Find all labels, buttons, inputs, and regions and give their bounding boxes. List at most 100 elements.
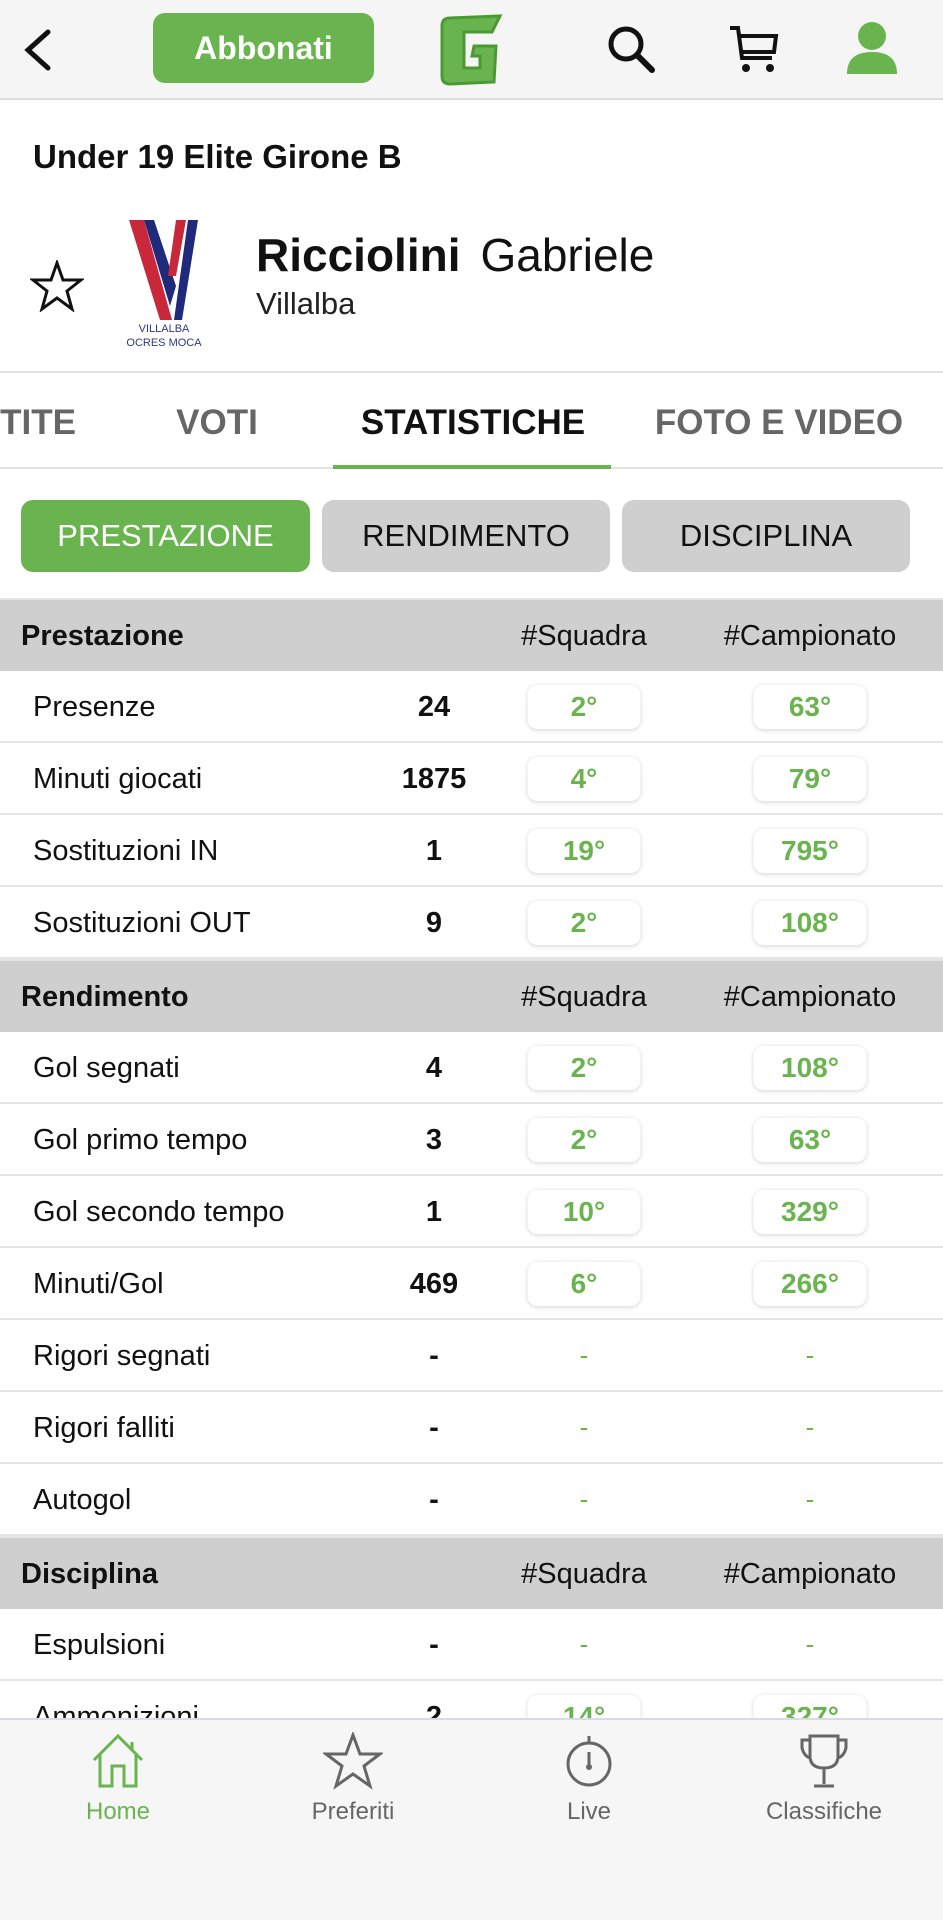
team-rank-badge: 6°	[527, 1262, 641, 1306]
app-logo[interactable]	[434, 12, 506, 88]
stat-row: Minuti giocati 1875 4° 79°	[0, 743, 943, 815]
nav-label: Home	[85, 1798, 151, 1825]
stat-row: Gol secondo tempo 1 10° 329°	[0, 1176, 943, 1248]
league-rank-badge: -	[805, 1484, 815, 1514]
stat-value: 24	[417, 691, 451, 723]
tab-foto-e-video[interactable]: FOTO E VIDEO	[654, 403, 904, 442]
league-rank-header: #Campionato	[723, 620, 897, 652]
segment-rendimento[interactable]: RENDIMENTO	[322, 500, 610, 572]
svg-text:VILLALBA: VILLALBA	[139, 323, 190, 335]
stat-label: Minuti giocati	[33, 763, 203, 795]
nav-label: Live	[566, 1798, 612, 1825]
league-rank-header: #Campionato	[723, 1558, 897, 1590]
stopwatch-icon	[566, 1736, 612, 1787]
team-rank-badge: 2°	[527, 1118, 641, 1162]
player-first-name: Gabriele	[480, 229, 655, 281]
league-rank-badge: 108°	[753, 901, 867, 945]
stat-row: Sostituzioni IN 1 19° 795°	[0, 815, 943, 887]
active-tab-indicator	[333, 465, 611, 469]
stat-value: -	[429, 1629, 439, 1661]
stat-row: Minuti/Gol 469 6° 266°	[0, 1248, 943, 1320]
section-header: Prestazione #Squadra #Campionato	[0, 598, 943, 671]
league-rank-badge: 795°	[753, 829, 867, 873]
nav-live[interactable]: Live	[489, 1732, 689, 1826]
trophy-icon	[800, 1734, 848, 1788]
tab-bar: TITE VOTI STATISTICHE FOTO E VIDEO	[0, 371, 943, 469]
team-rank-badge: -	[579, 1629, 589, 1659]
team-rank-badge: 2°	[527, 901, 641, 945]
stat-row: Gol segnati 4 2° 108°	[0, 1032, 943, 1104]
stat-label: Gol segnati	[33, 1052, 180, 1084]
section-title: Prestazione	[21, 620, 184, 652]
stats-table: Prestazione #Squadra #Campionato Presenze 24…	[0, 598, 943, 1753]
star-icon	[323, 1732, 383, 1790]
stat-row: Autogol - - -	[0, 1464, 943, 1536]
team-rank-header: #Squadra	[521, 620, 647, 652]
nav-label: Preferiti	[311, 1798, 395, 1825]
stat-value: -	[429, 1484, 439, 1516]
stat-label: Sostituzioni OUT	[33, 907, 251, 939]
favorite-star-icon[interactable]	[30, 260, 84, 312]
stat-row: Sostituzioni OUT 9 2° 108°	[0, 887, 943, 959]
tab-voti[interactable]: VOTI	[176, 403, 258, 442]
player-surname: Ricciolini	[256, 229, 461, 281]
back-arrow-icon[interactable]	[20, 28, 54, 72]
nav-label: Classifiche	[765, 1798, 883, 1825]
player-team: Villalba	[256, 286, 356, 321]
stat-row: Gol primo tempo 3 2° 63°	[0, 1104, 943, 1176]
league-rank-badge: 63°	[753, 685, 867, 729]
stat-label: Rigori segnati	[33, 1340, 211, 1372]
team-rank-badge: 2°	[527, 1046, 641, 1090]
tab-partite[interactable]: TITE	[0, 403, 76, 442]
segment-prestazione[interactable]: PRESTAZIONE	[21, 500, 310, 572]
team-rank-header: #Squadra	[521, 1558, 647, 1590]
team-rank-badge: 4°	[527, 757, 641, 801]
stat-value: 1	[425, 835, 443, 867]
league-rank-badge: 79°	[753, 757, 867, 801]
league-rank-badge: 266°	[753, 1262, 867, 1306]
league-rank-badge: -	[805, 1340, 815, 1370]
stat-row: Presenze 24 2° 63°	[0, 671, 943, 743]
cart-icon[interactable]	[726, 22, 782, 78]
nav-classifiche[interactable]: Classifiche	[724, 1732, 924, 1826]
stat-row: Rigori falliti - - -	[0, 1392, 943, 1464]
stat-label: Espulsioni	[33, 1629, 166, 1661]
team-rank-badge: -	[579, 1340, 589, 1370]
nav-home[interactable]: Home	[18, 1732, 218, 1826]
team-rank-badge: 19°	[527, 829, 641, 873]
section-header: Disciplina #Squadra #Campionato	[0, 1536, 943, 1609]
stat-value: 4	[425, 1052, 443, 1084]
team-rank-badge: -	[579, 1412, 589, 1442]
stat-value: 469	[409, 1268, 459, 1300]
segment-disciplina[interactable]: DISCIPLINA	[622, 500, 910, 572]
top-bar: Abbonati	[0, 0, 943, 100]
user-profile-icon[interactable]	[845, 20, 899, 76]
section-header: Rendimento #Squadra #Campionato	[0, 959, 943, 1032]
league-rank-badge: -	[805, 1629, 815, 1659]
tab-statistiche[interactable]: STATISTICHE	[360, 403, 586, 442]
stat-row: Espulsioni - - -	[0, 1609, 943, 1681]
stat-label: Gol secondo tempo	[33, 1196, 285, 1228]
league-rank-header: #Campionato	[723, 981, 897, 1013]
home-icon	[92, 1733, 144, 1788]
nav-preferiti[interactable]: Preferiti	[253, 1732, 453, 1826]
team-rank-header: #Squadra	[521, 981, 647, 1013]
stat-row: Rigori segnati - - -	[0, 1320, 943, 1392]
team-rank-badge: -	[579, 1484, 589, 1514]
league-rank-badge: -	[805, 1412, 815, 1442]
stat-value: 1875	[401, 763, 467, 795]
stat-label: Presenze	[33, 691, 156, 723]
league-rank-badge: 329°	[753, 1190, 867, 1234]
bottom-nav: Home Preferiti Live Classifiche	[0, 1718, 943, 1920]
stat-value: -	[429, 1412, 439, 1444]
stat-label: Sostituzioni IN	[33, 835, 219, 867]
league-rank-badge: 108°	[753, 1046, 867, 1090]
svg-text:OCRES MOCA: OCRES MOCA	[126, 337, 202, 349]
stat-value: -	[429, 1340, 439, 1372]
team-rank-badge: 2°	[527, 685, 641, 729]
search-icon[interactable]	[606, 24, 658, 76]
stat-label: Minuti/Gol	[33, 1268, 164, 1300]
stat-value: 3	[425, 1124, 443, 1156]
subscribe-button[interactable]: Abbonati	[153, 13, 374, 83]
competition-title: Under 19 Elite Girone B	[33, 138, 402, 175]
